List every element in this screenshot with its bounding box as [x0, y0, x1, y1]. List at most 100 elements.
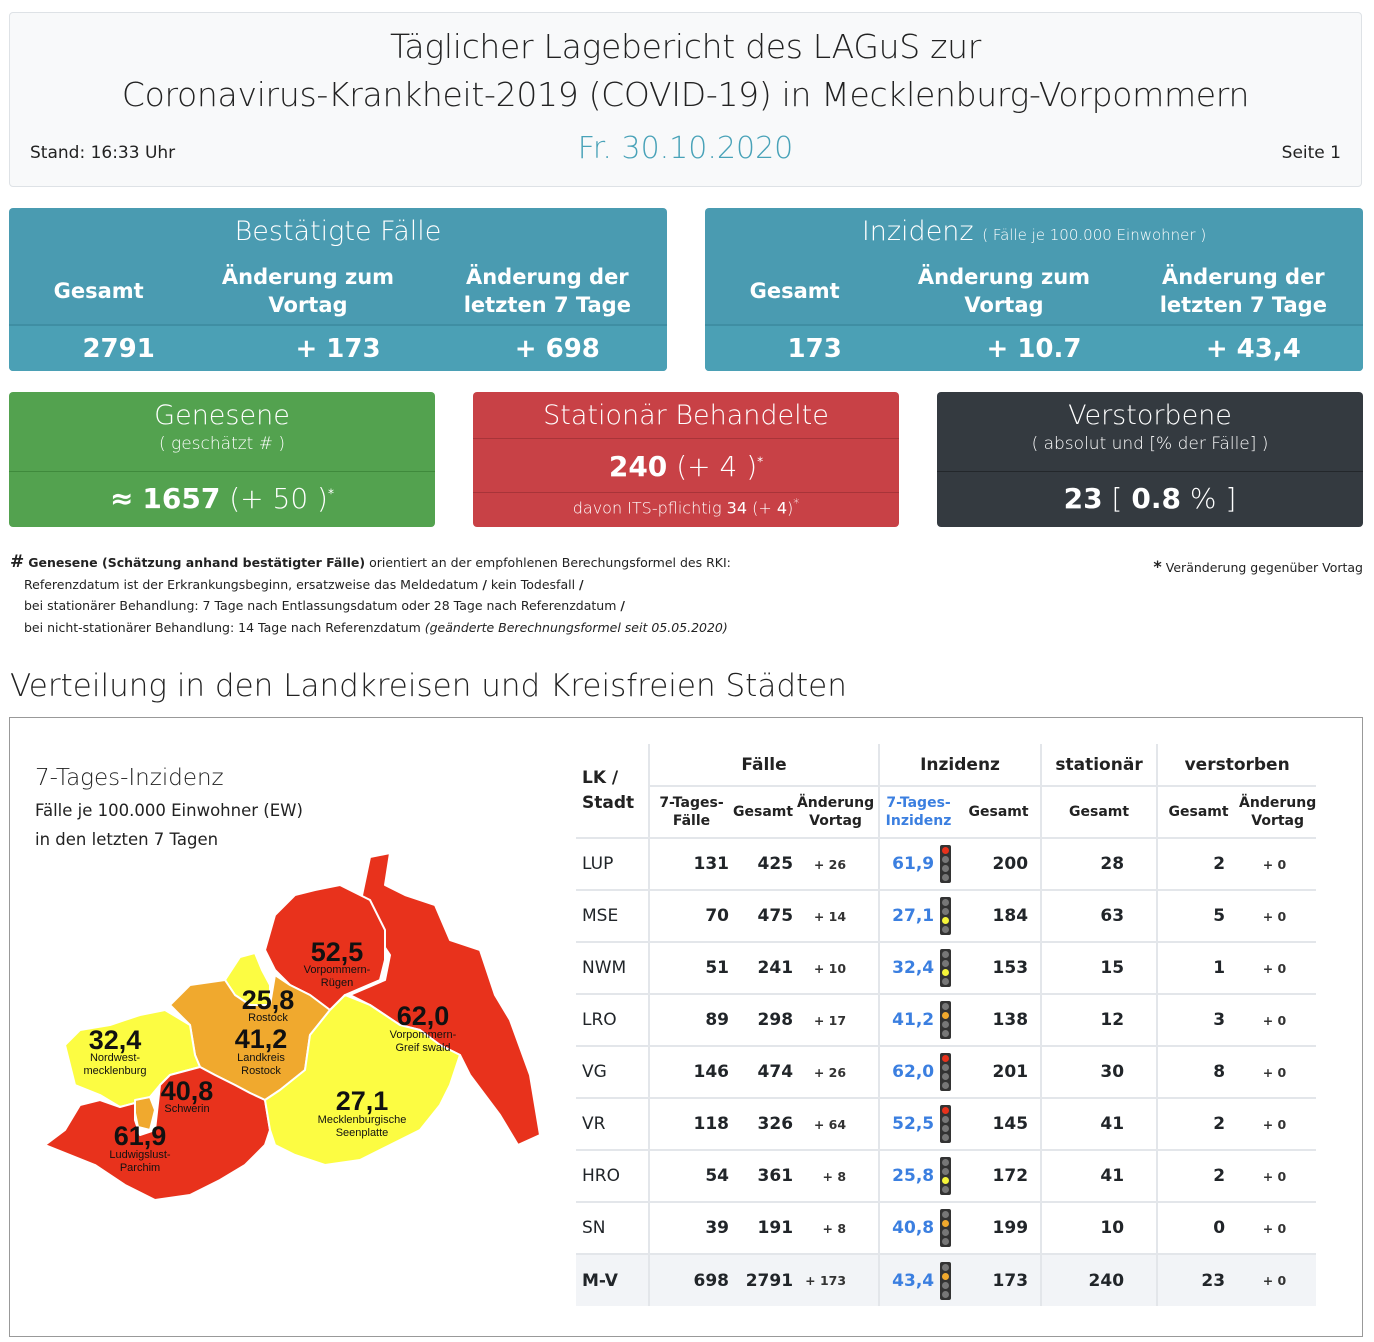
hospitalized-card: Stationär Behandelte 240 (+ 4 )* davon I…: [473, 392, 899, 527]
report-date: Fr. 30.10.2020: [577, 131, 794, 166]
table-row: LRO 89 298 + 17 41,2 138 12 3 + 0: [576, 993, 1317, 1046]
row-hospitalized: 240: [1040, 1253, 1158, 1306]
report-title-line2: Coronavirus-Krankheit-2019 (COVID-19) in…: [121, 75, 1250, 114]
row-hospitalized: 63: [1040, 889, 1158, 942]
traffic-light-icon: [940, 1209, 952, 1247]
row-7day-incidence: 41,2: [878, 993, 958, 1046]
row-7day-incidence-value: 61,9: [892, 854, 935, 874]
table-row: M-V 698 2791 + 173 43,4 173 240 23 + 0: [576, 1253, 1317, 1306]
row-total-incidence: 138: [957, 993, 1042, 1046]
table-row: VR 118 326 + 64 52,5 145 41 2 + 0: [576, 1097, 1317, 1150]
row-hospitalized: 30: [1040, 1045, 1158, 1098]
row-hospitalized: 12: [1040, 993, 1158, 1046]
row-total-cases: 298: [733, 993, 794, 1046]
map-value-mse: 27,1: [336, 1086, 389, 1116]
deaths-title: Verstorbene: [1068, 400, 1232, 431]
footnote-line2b: kein Todesfall: [490, 576, 576, 592]
row-case-change: + 17: [793, 993, 880, 1046]
confirmed-week-change-value: + 698: [514, 333, 600, 364]
incidence-title: Inzidenz: [861, 216, 974, 247]
map-label-lro-1: Landkreis: [237, 1052, 285, 1064]
map-label-mse-1: Mecklenburgische: [318, 1114, 407, 1126]
row-district: LRO: [576, 993, 649, 1046]
col-stadt-label: Stadt: [582, 792, 635, 813]
col-verstorben-gesamt: Gesamt: [1156, 785, 1240, 838]
map-label-vr-1: Vorpommern-: [304, 964, 371, 976]
footnote-slash: /: [482, 576, 487, 592]
its-star: *: [793, 496, 800, 510]
row-deaths: 2: [1156, 1149, 1240, 1202]
map-region-mse: [264, 994, 461, 1166]
recovered-star: *: [327, 486, 334, 501]
row-district: MSE: [576, 889, 649, 942]
section-title: Verteilung in den Landkreisen und Kreisf…: [10, 668, 847, 704]
row-7day-cases: 39: [648, 1201, 733, 1254]
incidence-day-change-value: + 10.7: [986, 333, 1082, 364]
row-deaths: 0: [1156, 1201, 1240, 1254]
map-label-nwm-2: mecklenburg: [84, 1065, 147, 1077]
row-7day-incidence: 43,4: [878, 1253, 958, 1306]
col-group-stationaer: stationär: [1040, 744, 1158, 786]
map-value-nwm: 32,4: [89, 1025, 142, 1055]
traffic-light-icon: [940, 1261, 952, 1300]
row-7day-cases: 131: [648, 837, 733, 890]
row-7day-incidence-value: 27,1: [892, 906, 935, 926]
deaths-card: Verstorbene ( absolut und [% der Fälle] …: [937, 392, 1363, 527]
traffic-light-icon: [940, 1157, 952, 1195]
map-label-lup-2: Parchim: [120, 1162, 160, 1174]
map-label-nwm-1: Nordwest-: [90, 1052, 140, 1064]
row-deaths: 23: [1156, 1253, 1240, 1306]
recovered-card: Genesene ( geschätzt # ) ≈ 1657 (+ 50 )*: [9, 392, 435, 527]
row-deaths-change: + 0: [1239, 1097, 1317, 1150]
row-deaths-change: + 0: [1239, 837, 1317, 890]
map-label-lro-2: Rostock: [241, 1065, 281, 1077]
row-district: HRO: [576, 1149, 649, 1202]
map-value-vg: 62,0: [397, 1001, 450, 1031]
row-total-incidence: 153: [957, 941, 1042, 994]
row-7day-incidence: 40,8: [878, 1201, 958, 1254]
row-case-change: + 8: [793, 1149, 880, 1202]
map-value-vr: 52,5: [311, 937, 364, 967]
table-row: HRO 54 361 + 8 25,8 172 41 2 + 0: [576, 1149, 1317, 1202]
deaths-subtitle: ( absolut und [% der Fälle] ): [1031, 434, 1269, 454]
row-hospitalized: 15: [1040, 941, 1158, 994]
map-region-vg: [349, 852, 541, 1146]
row-deaths-change: + 0: [1239, 1045, 1317, 1098]
confirmed-day-change-value: + 173: [295, 333, 381, 364]
footnote-star-note: Veränderung gegenüber Vortag: [1165, 560, 1363, 575]
report-timestamp: Stand: 16:33 Uhr: [30, 143, 176, 163]
row-district: VG: [576, 1045, 649, 1098]
row-total-cases: 475: [733, 889, 794, 942]
row-district: SN: [576, 1201, 649, 1254]
row-7day-cases: 70: [648, 889, 733, 942]
district-table: LK / Stadt Fälle Inzidenz stationär verst…: [576, 744, 1317, 1306]
report-title-line1: Täglicher Lagebericht des LAGuS zur: [390, 27, 981, 66]
footnote-star: *: [1153, 557, 1162, 576]
change-footnote: * Veränderung gegenüber Vortag: [1153, 556, 1363, 579]
hospitalized-value-line: 240 (+ 4 )*: [473, 450, 899, 483]
incidence-map: 52,5 Vorpommern- Rügen 62,0 Vorpommern- …: [44, 852, 541, 1201]
page-number: Seite 1: [1281, 143, 1341, 163]
footnote-hash: #: [10, 552, 25, 572]
hospitalized-title: Stationär Behandelte: [543, 400, 829, 431]
traffic-light-icon: [940, 1001, 952, 1039]
table-row: VG 146 474 + 26 62,0 201 30 8 + 0: [576, 1045, 1317, 1098]
row-case-change: + 173: [793, 1253, 880, 1306]
row-deaths: 1: [1156, 941, 1240, 994]
map-subtitle-2: in den letzten 7 Tagen: [35, 830, 219, 849]
map-value-lup: 61,9: [114, 1121, 167, 1151]
col-verstorben-aenderung: Änderung Vortag: [1239, 785, 1317, 838]
row-total-incidence: 201: [957, 1045, 1042, 1098]
map-label-sn: Schwerin: [164, 1103, 209, 1115]
deaths-bracket-close: % ]: [1189, 482, 1237, 515]
col-inzidenz-gesamt: Gesamt: [957, 785, 1042, 838]
map-region-vr: [264, 884, 386, 1011]
incidence-col-total: Gesamt: [749, 279, 840, 303]
map-subtitle-1: Fälle je 100.000 Einwohner (EW): [35, 801, 303, 820]
footnote-slash: /: [579, 576, 584, 592]
row-hospitalized: 28: [1040, 837, 1158, 890]
row-7day-incidence-value: 52,5: [892, 1114, 935, 1134]
deaths-value-line: 23 [ 0.8 % ]: [937, 482, 1363, 515]
footnote-bold: Genesene (Schätzung anhand bestätigter F…: [28, 555, 366, 570]
col-7tage-faelle: 7-Tages- Fälle: [648, 785, 733, 838]
